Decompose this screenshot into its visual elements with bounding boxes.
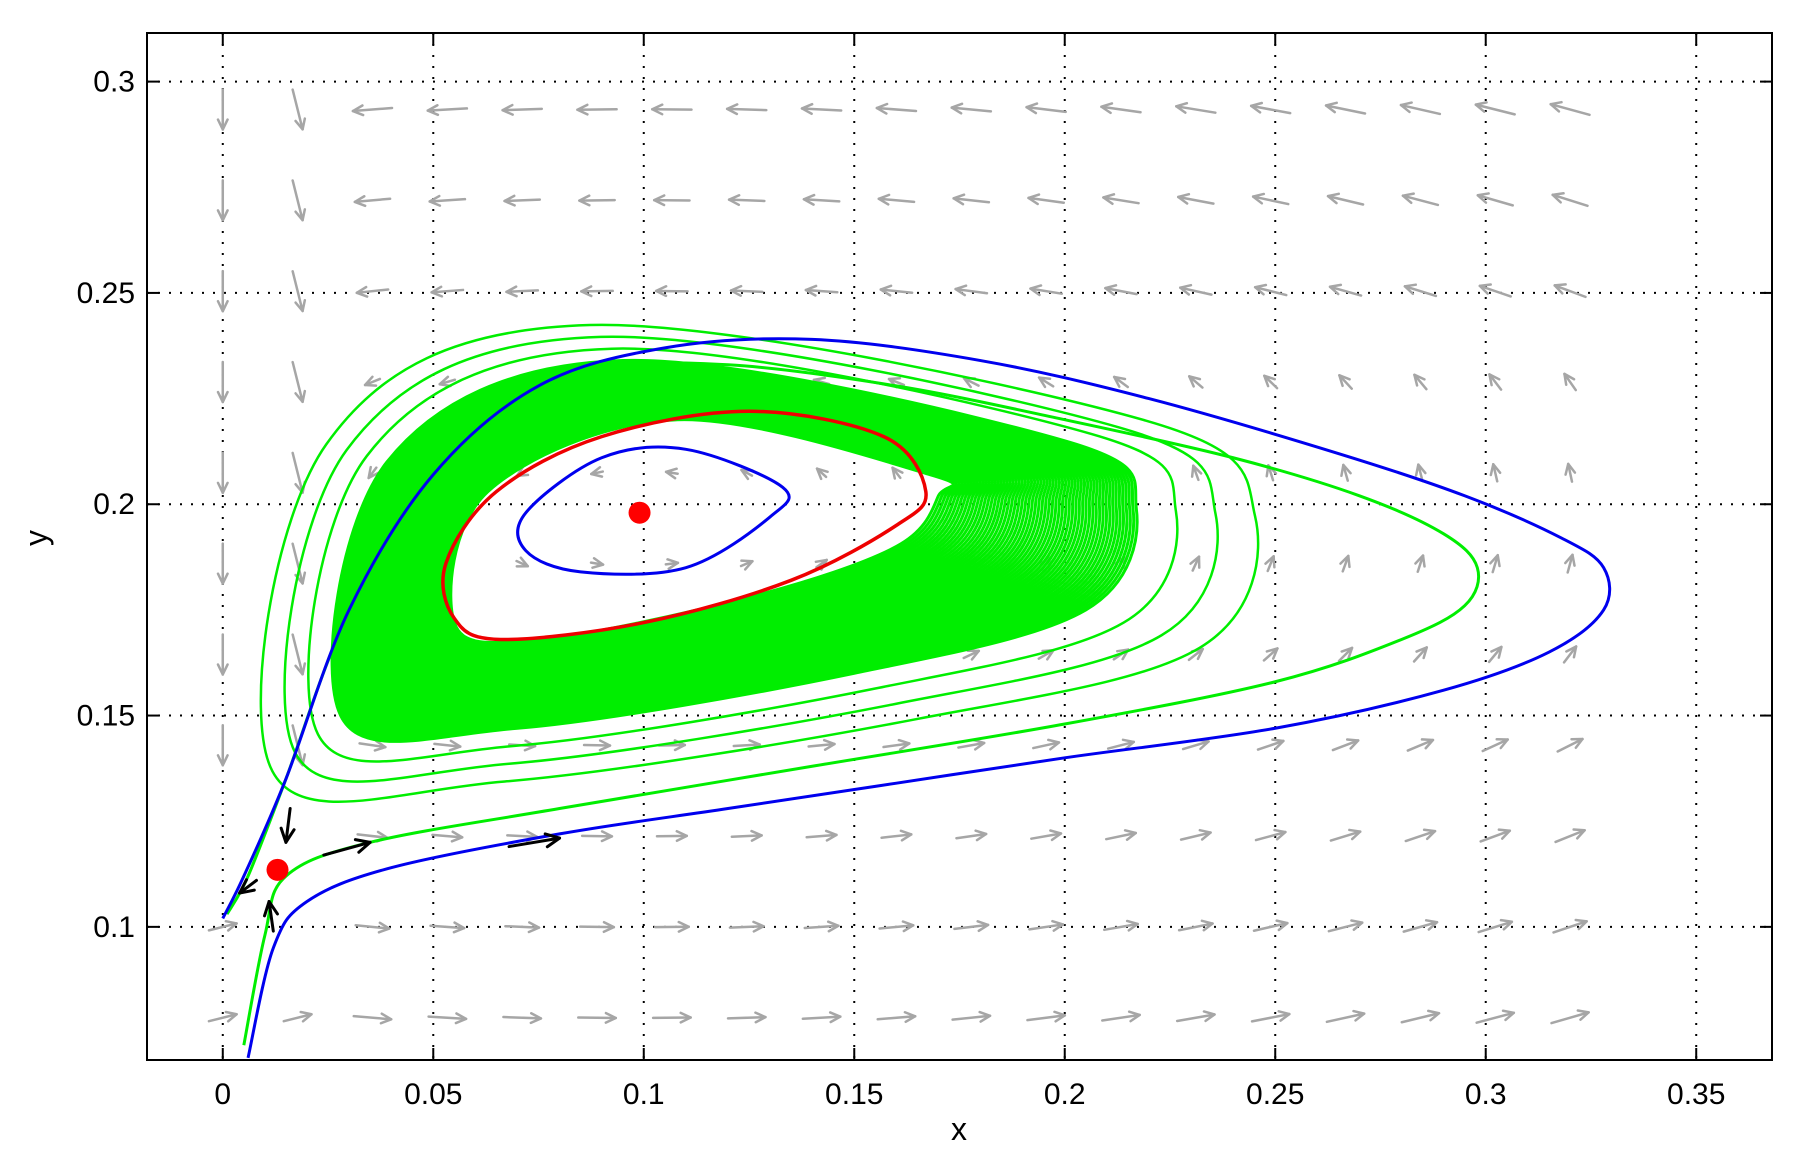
field-arrow xyxy=(505,926,539,927)
equilibrium-point xyxy=(629,502,651,524)
field-arrow xyxy=(581,291,612,292)
x-tick-label: 0.2 xyxy=(1044,1078,1086,1111)
field-arrow xyxy=(729,200,764,201)
y-tick-label: 0.15 xyxy=(77,700,135,733)
field-arrow xyxy=(580,927,614,928)
x-tick-label: 0.05 xyxy=(404,1078,462,1111)
field-arrow xyxy=(584,745,610,746)
y-tick-label: 0.3 xyxy=(93,66,135,99)
y-tick-label: 0.25 xyxy=(77,277,135,310)
x-tick-label: 0.35 xyxy=(1667,1078,1725,1111)
y-axis-label: y xyxy=(18,530,54,546)
x-tick-label: 0 xyxy=(214,1078,231,1111)
x-tick-label: 0.15 xyxy=(825,1078,883,1111)
equilibrium-point xyxy=(267,859,289,881)
x-tick-label: 0.1 xyxy=(623,1078,665,1111)
field-arrow xyxy=(728,1017,766,1018)
y-tick-label: 0.1 xyxy=(93,911,135,944)
field-arrow xyxy=(727,109,766,110)
field-arrow xyxy=(582,836,612,837)
field-arrow xyxy=(730,926,764,927)
field-arrow xyxy=(505,200,540,201)
y-tick-label: 0.2 xyxy=(93,488,135,521)
x-axis-label: x xyxy=(951,1111,967,1147)
field-arrow xyxy=(503,1017,541,1018)
x-tick-label: 0.3 xyxy=(1465,1078,1507,1111)
field-arrow xyxy=(579,200,614,201)
field-arrow xyxy=(503,109,542,110)
x-tick-label: 0.25 xyxy=(1246,1078,1304,1111)
